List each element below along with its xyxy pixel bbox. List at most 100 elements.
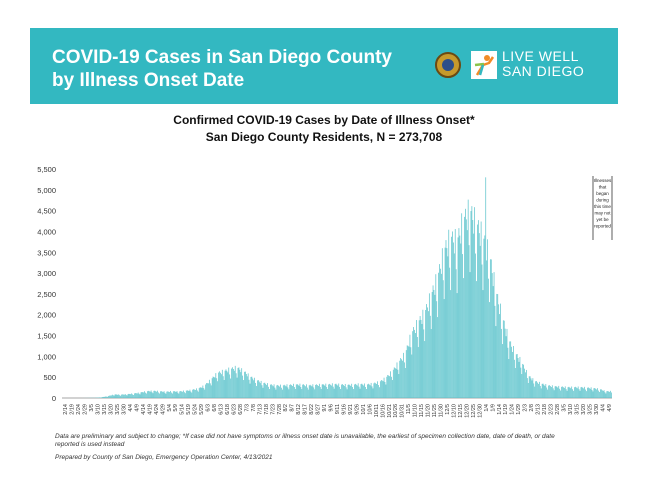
bar [432, 285, 434, 398]
x-tick-label: 4/29 [160, 404, 166, 415]
bar [573, 390, 574, 398]
bar [518, 361, 520, 398]
bar [558, 385, 560, 398]
bar [609, 391, 610, 398]
bar [362, 384, 364, 398]
x-tick-label: 12/15 [458, 404, 464, 418]
x-tick-label: 4/9 [134, 404, 140, 412]
bar [174, 391, 176, 398]
bar [129, 394, 131, 398]
bar [583, 388, 585, 398]
bar [287, 387, 289, 398]
bar [460, 243, 462, 398]
bar [323, 384, 325, 398]
bar [304, 385, 305, 398]
bar [363, 385, 365, 398]
bar [279, 386, 280, 398]
bar [275, 389, 277, 398]
bar [477, 224, 478, 398]
bar [216, 378, 218, 398]
x-tick-label: 3/15 [102, 404, 108, 415]
bar [572, 389, 573, 398]
bar [276, 385, 278, 398]
x-tick-label: 12/10 [451, 404, 457, 418]
bar [549, 385, 550, 398]
x-tick-label: 7/28 [277, 404, 283, 415]
bar [195, 389, 196, 398]
bar [484, 235, 486, 398]
bar [138, 393, 140, 398]
bar [506, 328, 508, 398]
bar [530, 378, 532, 398]
bar [238, 367, 240, 398]
bar [497, 294, 499, 398]
bar [492, 286, 494, 398]
bar [306, 384, 307, 398]
bar [422, 309, 424, 398]
bar [326, 387, 328, 398]
bar [230, 378, 231, 398]
bar [324, 385, 326, 398]
bar [144, 391, 146, 398]
bar [239, 369, 241, 398]
bar [325, 383, 327, 398]
x-tick-label: 6/8 [212, 404, 218, 412]
bar [504, 328, 506, 398]
chart-subtitle: San Diego County Residents, N = 273,708 [205, 130, 443, 144]
bar [293, 383, 294, 398]
bar [456, 293, 458, 398]
bar [184, 392, 185, 398]
bar [269, 389, 270, 398]
bar [297, 384, 299, 398]
bar [312, 384, 314, 398]
bar [579, 390, 581, 398]
bar [257, 380, 259, 398]
bar [283, 384, 285, 398]
x-tick-label: 3/5 [561, 404, 567, 412]
bar [286, 384, 288, 398]
bar [438, 272, 439, 398]
bar [391, 376, 392, 398]
bar [536, 381, 537, 398]
x-tick-label: 5/19 [186, 404, 192, 415]
bar [519, 356, 521, 398]
bar [470, 211, 472, 398]
bar [586, 391, 587, 398]
bar [443, 299, 445, 398]
y-tick-label: 3,000 [37, 269, 56, 278]
bar [475, 253, 476, 398]
bar [547, 389, 549, 398]
bar [192, 389, 194, 398]
bar [359, 388, 361, 398]
bar [465, 208, 466, 398]
bar [396, 362, 398, 398]
bar [482, 290, 484, 398]
bar [568, 386, 570, 398]
bar [349, 385, 351, 398]
bar [219, 371, 220, 398]
bar [306, 387, 308, 398]
bar [122, 394, 123, 398]
x-tick-label: 4/4 [128, 404, 134, 412]
y-tick-label: 2,000 [37, 311, 56, 320]
x-tick-label: 2/23 [549, 404, 555, 415]
bar [110, 395, 112, 398]
annotation-text: during [596, 198, 609, 203]
bar [184, 393, 186, 398]
bar [291, 385, 292, 398]
bar [457, 237, 459, 398]
bar [507, 347, 509, 398]
bar [489, 259, 491, 398]
bar [526, 378, 528, 398]
bar [116, 394, 118, 398]
bar [133, 395, 134, 398]
bar [596, 389, 598, 398]
x-tick-label: 6/23 [231, 404, 237, 415]
bar [208, 379, 210, 398]
bar [367, 384, 368, 398]
x-tick-label: 1/14 [497, 404, 503, 415]
x-tick-label: 3/10 [568, 404, 574, 415]
bar [599, 392, 600, 398]
bar [559, 388, 561, 398]
bar [329, 383, 330, 398]
